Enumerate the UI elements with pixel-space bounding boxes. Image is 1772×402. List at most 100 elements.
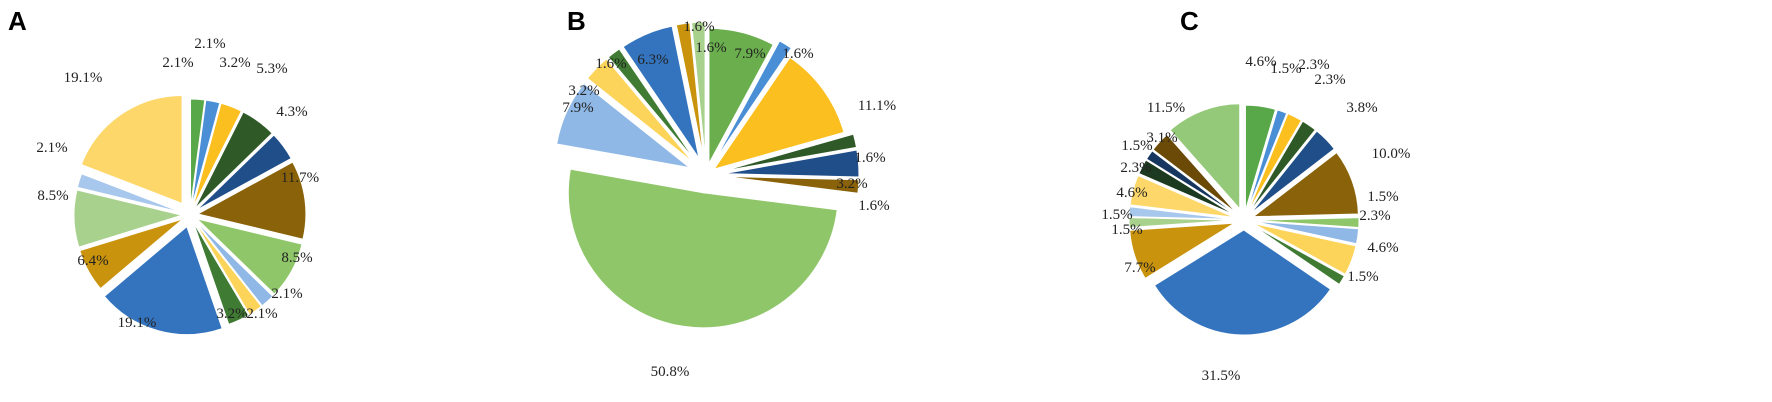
pie-c-data-label-0: 4.6% bbox=[1245, 54, 1276, 70]
pie-c-data-label-8: 4.6% bbox=[1367, 240, 1398, 256]
pie-a-slice-beloniformes bbox=[192, 102, 243, 208]
pie-b-data-label-0: 7.9% bbox=[734, 46, 765, 62]
pie-c-data-label-10: 31.5% bbox=[1202, 368, 1241, 384]
pie-c-data-label-2: 2.3% bbox=[1298, 57, 1329, 73]
pie-a-slice-lophiiformes bbox=[194, 220, 274, 307]
pie-b-data-label-1: 1.6% bbox=[782, 46, 813, 62]
pie-c-slice-scombriformes bbox=[1129, 174, 1235, 218]
pie-c-data-label-18: 11.5% bbox=[1147, 100, 1185, 116]
pie-b-slice-siluriformes bbox=[675, 22, 704, 158]
pie-a-slice-pleuronectiformes bbox=[79, 218, 184, 290]
pie-c-slice-beloniformes bbox=[1247, 113, 1303, 212]
pie-a-data-label-13: 2.1% bbox=[36, 140, 67, 156]
pie-chart-c: 4.6%1.5%2.3%2.3%3.8%10.0%1.5%2.3%4.6%1.5… bbox=[1101, 54, 1410, 384]
pie-c-data-label-11: 7.7% bbox=[1124, 260, 1155, 276]
pie-c-data-label-6: 1.5% bbox=[1367, 189, 1398, 205]
pie-a-data-label-0: 2.1% bbox=[162, 55, 193, 71]
pie-a-data-label-11: 6.4% bbox=[77, 253, 108, 269]
pie-c-slice-pempheriformes bbox=[1128, 217, 1235, 229]
pie-a-slice-gobiiformes bbox=[195, 217, 303, 295]
pie-a-data-label-5: 11.7% bbox=[281, 170, 319, 186]
pie-c-slice-lutjaniformes bbox=[1253, 217, 1360, 229]
pie-c-slice-carangiformes bbox=[1249, 120, 1316, 213]
pie-a-slice-clupeiformes bbox=[196, 161, 307, 240]
pie-a-data-label-9: 3.2% bbox=[216, 306, 247, 322]
panel-letter-a: A bbox=[8, 6, 27, 36]
pie-a-data-label-1: 2.1% bbox=[194, 36, 225, 52]
pie-a-slice-anguilliformes bbox=[191, 99, 221, 208]
pie-c-data-label-9: 1.5% bbox=[1347, 269, 1378, 285]
pie-b-data-label-4: 3.2% bbox=[836, 176, 867, 192]
pie-b-data-label-11: 1.6% bbox=[683, 19, 714, 35]
pie-c-slice-clupeiformes bbox=[1251, 151, 1359, 218]
pie-c-data-label-17: 3.1% bbox=[1146, 130, 1177, 146]
pie-c-slice-rajiformes bbox=[1128, 206, 1235, 220]
pie-b-slice-perciformes bbox=[567, 168, 838, 329]
panel-letter-b: B bbox=[567, 6, 586, 36]
pie-b-data-label-2: 11.1% bbox=[858, 98, 896, 114]
pie-a-data-label-14: 19.1% bbox=[64, 70, 103, 86]
pie-a-slice-centrarchiformes bbox=[196, 134, 292, 211]
pie-c-slice-gobiiformes bbox=[1253, 223, 1357, 275]
pie-c-data-label-7: 2.3% bbox=[1359, 208, 1390, 224]
pie-c-slice-tetraodontiformes bbox=[1145, 150, 1237, 215]
pie-b-slice-aulopiformes bbox=[714, 40, 792, 160]
pie-a-slice-perciformes bbox=[103, 225, 223, 336]
pie-c-data-label-16: 1.5% bbox=[1121, 138, 1152, 154]
pie-b-slice-pempheriformes bbox=[691, 21, 706, 158]
pie-b-slice-pleuronectiformes bbox=[556, 82, 690, 169]
pie-c-data-label-15: 2.3% bbox=[1120, 160, 1151, 176]
pie-a-slice-alepocephaliformes bbox=[190, 98, 206, 208]
pie-b-data-label-9: 1.6% bbox=[595, 56, 626, 72]
pie-a-slice-others bbox=[80, 94, 183, 205]
pie-c-data-label-13: 1.5% bbox=[1101, 207, 1132, 223]
panel-letter-c: C bbox=[1180, 6, 1199, 36]
pie-c-slice-others bbox=[1169, 103, 1241, 211]
pie-c-data-label-5: 10.0% bbox=[1372, 146, 1411, 162]
pie-c-slice-pleuronectiformes bbox=[1129, 222, 1235, 280]
pie-b-slice-gasterosteiformes bbox=[723, 133, 858, 172]
pie-c-slice-scorpaeniformes bbox=[1152, 133, 1238, 214]
pie-a-slice-lutjaniformes bbox=[194, 221, 263, 316]
pie-c-data-label-4: 3.8% bbox=[1346, 100, 1377, 116]
pie-c-slice-siluriformes bbox=[1138, 159, 1236, 216]
pie-b-data-label-7: 7.9% bbox=[562, 100, 593, 116]
pie-b-data-label-3: 1.6% bbox=[854, 150, 885, 166]
pie-chart-a: 2.1%2.1%3.2% 5.3%4.3%11.7%8.5%2.1%2.1%3.2… bbox=[36, 36, 319, 336]
pie-b-slice-clupeiformes bbox=[712, 56, 845, 171]
pie-b-data-label-10: 6.3% bbox=[637, 52, 668, 68]
pie-c-slice-lophiiformes bbox=[1252, 224, 1346, 286]
pie-b-data-label-12: 1.6% bbox=[695, 40, 726, 56]
pie-a-data-label-7: 2.1% bbox=[271, 286, 302, 302]
pie-a-data-label-8: 2.1% bbox=[246, 306, 277, 322]
pie-b-slice-rajiformes bbox=[586, 58, 694, 163]
pie-c-slice-perciformes bbox=[1153, 229, 1332, 336]
pie-chart-b: 7.9% 1.6%11.1%1.6%3.2%1.6%50.8%7.9%3.2%1.… bbox=[556, 19, 896, 380]
pie-c-slice-myctophiformes bbox=[1253, 220, 1360, 245]
pie-c-slice-anguilliformes bbox=[1244, 104, 1277, 211]
pie-c-data-label-3: 2.3% bbox=[1314, 72, 1345, 88]
pie-c-data-label-12: 1.5% bbox=[1111, 222, 1142, 238]
pie-b-slice-myctophiformes bbox=[723, 175, 860, 194]
pie-a-slice-myctophiformes bbox=[192, 222, 250, 325]
pie-a-data-label-12: 8.5% bbox=[37, 188, 68, 204]
pie-b-slice-tetraodontiformes bbox=[607, 48, 696, 161]
pie-a-data-label-2: 3.2% bbox=[219, 55, 250, 71]
pie-c-data-label-14: 4.6% bbox=[1116, 185, 1147, 201]
pie-a-slice-carangiformes bbox=[194, 111, 273, 209]
pie-a-data-label-6: 8.5% bbox=[281, 250, 312, 266]
pie-a-slice-scombriformes bbox=[73, 189, 184, 248]
pie-a-data-label-3: 5.3% bbox=[256, 61, 287, 77]
pie-b-slice-scorpaeniformes bbox=[622, 25, 700, 159]
pie-a-slice-siluriformes bbox=[76, 173, 183, 214]
pie-b-data-label-8: 3.2% bbox=[568, 83, 599, 99]
pie-a-data-label-4: 4.3% bbox=[276, 104, 307, 120]
pie-c-slice-centrarchiformes bbox=[1250, 130, 1336, 214]
pie-b-data-label-6: 50.8% bbox=[651, 364, 690, 380]
pie-b-slice-anguilliformes bbox=[708, 27, 774, 164]
pie-a-data-label-10: 19.1% bbox=[118, 315, 157, 331]
pie-c-data-label-1: 1.5% bbox=[1270, 61, 1301, 77]
pie-c-slice-alepocephaliformes bbox=[1246, 109, 1288, 211]
pie-b-data-label-5: 1.6% bbox=[858, 198, 889, 214]
